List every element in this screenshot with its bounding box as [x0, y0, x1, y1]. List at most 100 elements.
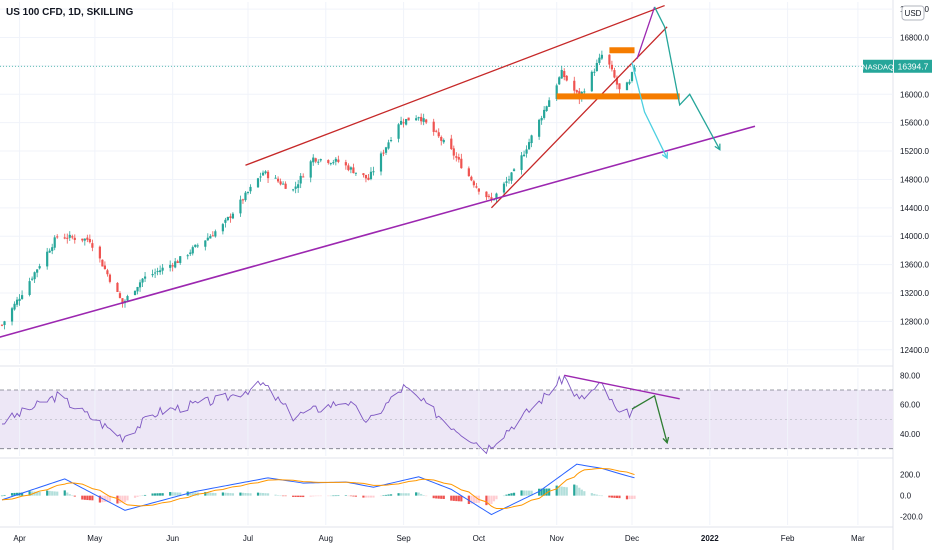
- candle-body: [477, 188, 480, 192]
- candle-up: [154, 268, 157, 278]
- macd-histogram-bar: [123, 495, 127, 503]
- macd-histogram-bar: [608, 495, 611, 498]
- support-zone: [556, 93, 680, 100]
- macd-histogram-bar: [630, 495, 634, 499]
- candle-up: [274, 175, 277, 179]
- macd-histogram-bar: [437, 495, 440, 499]
- macd-histogram-bar: [28, 491, 31, 496]
- candle-body: [329, 163, 332, 165]
- candle-body: [292, 189, 295, 191]
- macd-histogram-bar: [337, 495, 340, 497]
- candle-down: [435, 129, 438, 133]
- candle-up: [249, 184, 252, 194]
- rsi-line: [1, 375, 635, 455]
- macd-histogram-bar: [246, 493, 250, 496]
- candle-down: [229, 213, 232, 223]
- candle-body: [613, 70, 616, 78]
- candle-down: [81, 238, 84, 243]
- macd-histogram-bar: [475, 495, 478, 504]
- macd-histogram-bar: [472, 495, 475, 504]
- candle-body: [249, 186, 252, 192]
- candle-up: [422, 113, 425, 126]
- macd-histogram-bar: [595, 494, 598, 496]
- macd-histogram-bar: [241, 492, 245, 496]
- candle-body: [118, 293, 122, 298]
- candle-body: [241, 199, 245, 201]
- candle-body: [527, 142, 531, 150]
- candle-body: [256, 178, 260, 188]
- macd-histogram-bar: [46, 490, 49, 496]
- candle-body: [349, 167, 352, 170]
- candle-up: [600, 50, 603, 61]
- macd-histogram-bar: [540, 488, 543, 496]
- candle-body: [460, 158, 463, 169]
- macd-histogram-bar: [543, 488, 546, 496]
- candle-body: [169, 264, 172, 268]
- candle-up: [191, 245, 194, 256]
- macd-histogram-bar: [211, 492, 214, 496]
- candle-body: [545, 106, 548, 111]
- macd-histogram-bar: [106, 495, 109, 502]
- candle-down: [88, 234, 91, 244]
- macd-histogram-bar: [470, 495, 473, 504]
- candle-body: [206, 237, 209, 241]
- macd-histogram-bar: [525, 490, 528, 496]
- macd-histogram-bar: [613, 495, 616, 498]
- macd-histogram-bar: [578, 487, 581, 496]
- projection-primary-head: [714, 143, 721, 151]
- candle-body: [389, 140, 393, 142]
- macd-histogram-bar: [229, 493, 232, 496]
- macd-histogram-bar: [319, 495, 322, 497]
- candle-body: [563, 71, 566, 78]
- candle-up: [221, 222, 224, 235]
- candle-body: [151, 274, 154, 276]
- candle-up: [384, 146, 388, 156]
- candle-body: [384, 147, 388, 153]
- candle-down: [73, 234, 76, 244]
- candle-body: [543, 109, 546, 118]
- macd-tick-label: 200.0: [900, 471, 921, 480]
- candle-body: [490, 197, 493, 200]
- candle-down: [344, 159, 347, 170]
- candle-body: [98, 246, 101, 259]
- macd-histogram-bar: [231, 493, 235, 496]
- candle-down: [314, 157, 317, 164]
- candle-down: [98, 245, 101, 263]
- candle-body: [610, 64, 614, 70]
- candle-up: [259, 172, 262, 182]
- macd-histogram-bar: [402, 493, 405, 496]
- macd-histogram-bar: [86, 495, 89, 501]
- candle-body: [209, 236, 212, 239]
- candle-body: [299, 175, 302, 184]
- candle-body: [186, 255, 189, 257]
- macd-histogram-bar: [460, 495, 463, 502]
- candle-body: [261, 172, 265, 176]
- candle-body: [229, 216, 232, 218]
- candle-body: [314, 158, 317, 162]
- macd-histogram-bar: [332, 495, 335, 497]
- candle-body: [161, 267, 164, 271]
- candle-body: [598, 57, 601, 63]
- macd-histogram-bar: [154, 493, 157, 496]
- candle-body: [294, 186, 297, 189]
- candle-down: [470, 175, 473, 182]
- macd-histogram-bar: [143, 494, 147, 496]
- candle-body: [618, 83, 621, 90]
- macd-histogram-bar: [600, 495, 603, 497]
- candle-body: [116, 282, 119, 292]
- macd-histogram-bar: [66, 492, 69, 496]
- candle-down: [402, 118, 405, 128]
- candle-body: [495, 193, 498, 199]
- candle-body: [141, 278, 144, 283]
- rsi-tick-label: 60.00: [900, 401, 921, 410]
- candle-up: [226, 216, 229, 222]
- candle-body: [106, 270, 109, 275]
- currency-selector[interactable]: USD: [901, 5, 925, 21]
- macd-histogram-bar: [432, 495, 435, 499]
- candle-body: [133, 290, 137, 295]
- candle-body: [259, 176, 262, 178]
- candle-down: [432, 118, 435, 136]
- candle-up: [186, 254, 189, 260]
- candle-down: [116, 282, 119, 292]
- macd-histogram-bar: [51, 491, 54, 496]
